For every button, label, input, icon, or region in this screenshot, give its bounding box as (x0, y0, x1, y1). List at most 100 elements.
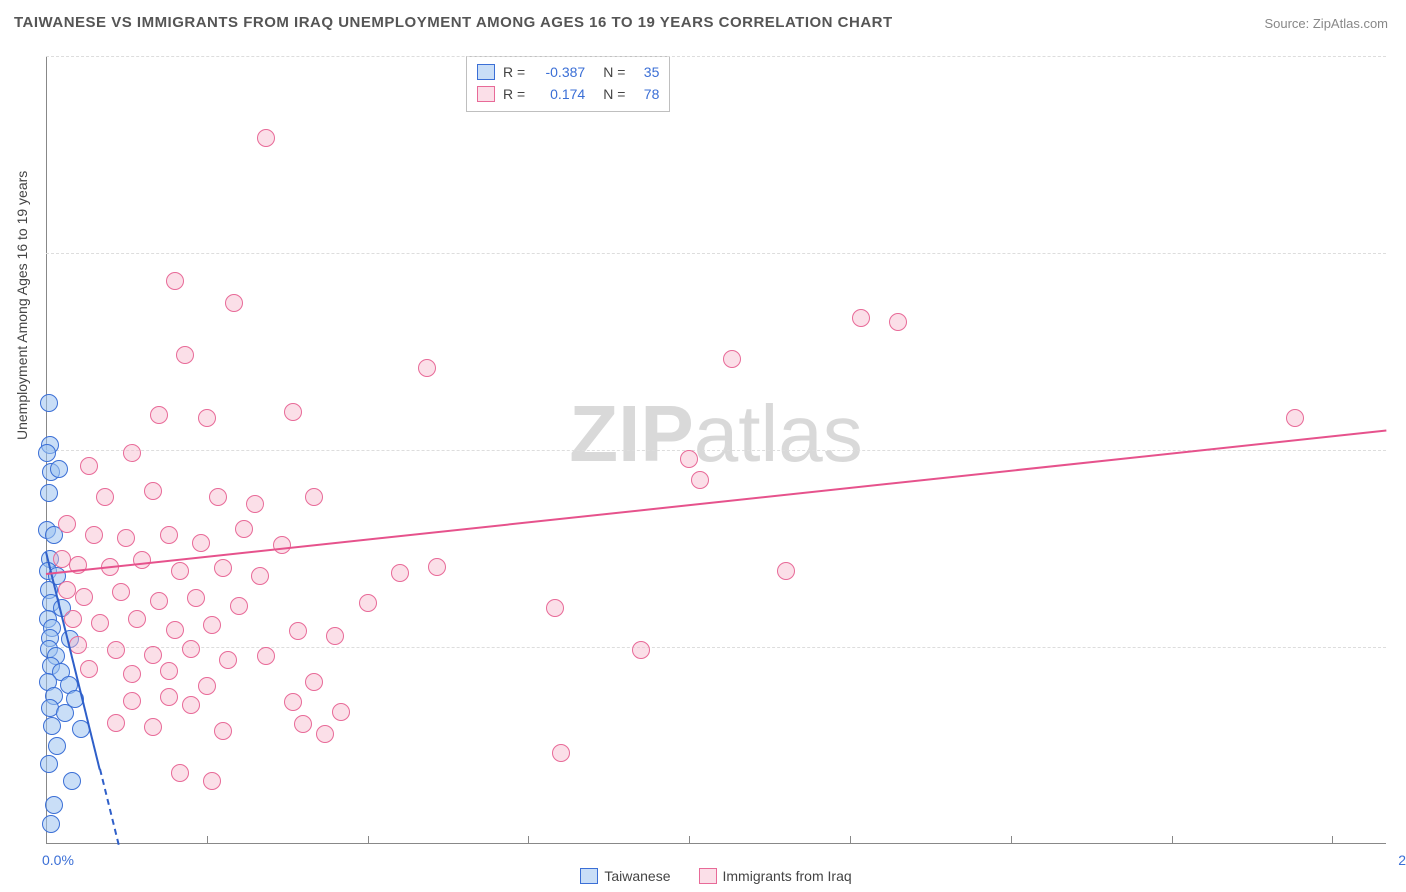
point-iraq (182, 640, 200, 658)
point-taiwanese (45, 796, 63, 814)
r-label: R = (503, 64, 525, 80)
point-taiwanese (38, 444, 56, 462)
swatch-iraq (477, 86, 495, 102)
x-tick-label: 25.0% (1398, 852, 1406, 868)
point-iraq (332, 703, 350, 721)
point-iraq (80, 660, 98, 678)
point-iraq (91, 614, 109, 632)
point-iraq (128, 610, 146, 628)
point-iraq (203, 616, 221, 634)
point-iraq (777, 562, 795, 580)
point-taiwanese (63, 772, 81, 790)
r-value-taiwanese: -0.387 (533, 64, 585, 80)
point-iraq (58, 515, 76, 533)
point-iraq (166, 272, 184, 290)
point-taiwanese (40, 755, 58, 773)
stats-legend-box: R = -0.387 N = 35 R = 0.174 N = 78 (466, 56, 670, 112)
point-iraq (209, 488, 227, 506)
watermark: ZIPatlas (569, 388, 862, 480)
point-iraq (305, 673, 323, 691)
point-iraq (171, 562, 189, 580)
swatch-taiwanese (580, 868, 598, 884)
point-iraq (144, 718, 162, 736)
point-iraq (235, 520, 253, 538)
grid-line-h (46, 56, 1386, 57)
n-label: N = (603, 64, 625, 80)
point-iraq (257, 129, 275, 147)
legend-label-taiwanese: Taiwanese (604, 868, 670, 884)
x-tick-mark (1011, 836, 1012, 844)
point-iraq (284, 693, 302, 711)
point-iraq (1286, 409, 1304, 427)
point-iraq (214, 722, 232, 740)
point-iraq (107, 641, 125, 659)
point-iraq (64, 610, 82, 628)
point-iraq (123, 692, 141, 710)
point-iraq (723, 350, 741, 368)
point-iraq (214, 559, 232, 577)
point-iraq (428, 558, 446, 576)
point-iraq (160, 688, 178, 706)
point-iraq (326, 627, 344, 645)
point-iraq (166, 621, 184, 639)
point-iraq (418, 359, 436, 377)
point-iraq (171, 764, 189, 782)
point-iraq (198, 409, 216, 427)
point-taiwanese (40, 484, 58, 502)
point-iraq (230, 597, 248, 615)
point-iraq (117, 529, 135, 547)
point-iraq (546, 599, 564, 617)
point-iraq (144, 646, 162, 664)
point-iraq (160, 526, 178, 544)
point-iraq (359, 594, 377, 612)
point-iraq (391, 564, 409, 582)
point-iraq (273, 536, 291, 554)
point-iraq (632, 641, 650, 659)
point-taiwanese (43, 717, 61, 735)
n-value-taiwanese: 35 (633, 64, 659, 80)
point-iraq (198, 677, 216, 695)
stats-row-iraq: R = 0.174 N = 78 (477, 83, 659, 105)
y-tick-label: 12.5% (1391, 639, 1406, 655)
point-iraq (852, 309, 870, 327)
y-tick-label: 50.0% (1391, 48, 1406, 64)
point-iraq (123, 665, 141, 683)
watermark-light: atlas (694, 389, 863, 478)
point-iraq (150, 592, 168, 610)
point-iraq (284, 403, 302, 421)
point-taiwanese (50, 460, 68, 478)
source-label: Source: ZipAtlas.com (1264, 16, 1388, 31)
trend-line-taiwanese (99, 769, 120, 845)
point-iraq (80, 457, 98, 475)
plot-area: ZIPatlas R = -0.387 N = 35 R = 0.174 N =… (46, 56, 1386, 844)
point-taiwanese (40, 394, 58, 412)
chart-title: TAIWANESE VS IMMIGRANTS FROM IRAQ UNEMPL… (14, 14, 893, 31)
point-iraq (107, 714, 125, 732)
point-iraq (305, 488, 323, 506)
grid-line-h (46, 253, 1386, 254)
grid-line-h (46, 647, 1386, 648)
x-tick-mark (1332, 836, 1333, 844)
r-value-iraq: 0.174 (533, 86, 585, 102)
point-iraq (112, 583, 130, 601)
point-iraq (176, 346, 194, 364)
legend-item-iraq: Immigrants from Iraq (699, 868, 852, 884)
point-iraq (257, 647, 275, 665)
stats-row-taiwanese: R = -0.387 N = 35 (477, 61, 659, 83)
point-iraq (289, 622, 307, 640)
bottom-legend: Taiwanese Immigrants from Iraq (46, 868, 1386, 884)
point-iraq (691, 471, 709, 489)
point-iraq (251, 567, 269, 585)
x-tick-mark (368, 836, 369, 844)
point-iraq (316, 725, 334, 743)
x-axis-line (46, 843, 1386, 844)
legend-item-taiwanese: Taiwanese (580, 868, 670, 884)
point-iraq (182, 696, 200, 714)
point-taiwanese (48, 737, 66, 755)
point-iraq (203, 772, 221, 790)
r-label: R = (503, 86, 525, 102)
y-tick-label: 37.5% (1391, 245, 1406, 261)
point-iraq (85, 526, 103, 544)
x-tick-mark (207, 836, 208, 844)
point-iraq (246, 495, 264, 513)
